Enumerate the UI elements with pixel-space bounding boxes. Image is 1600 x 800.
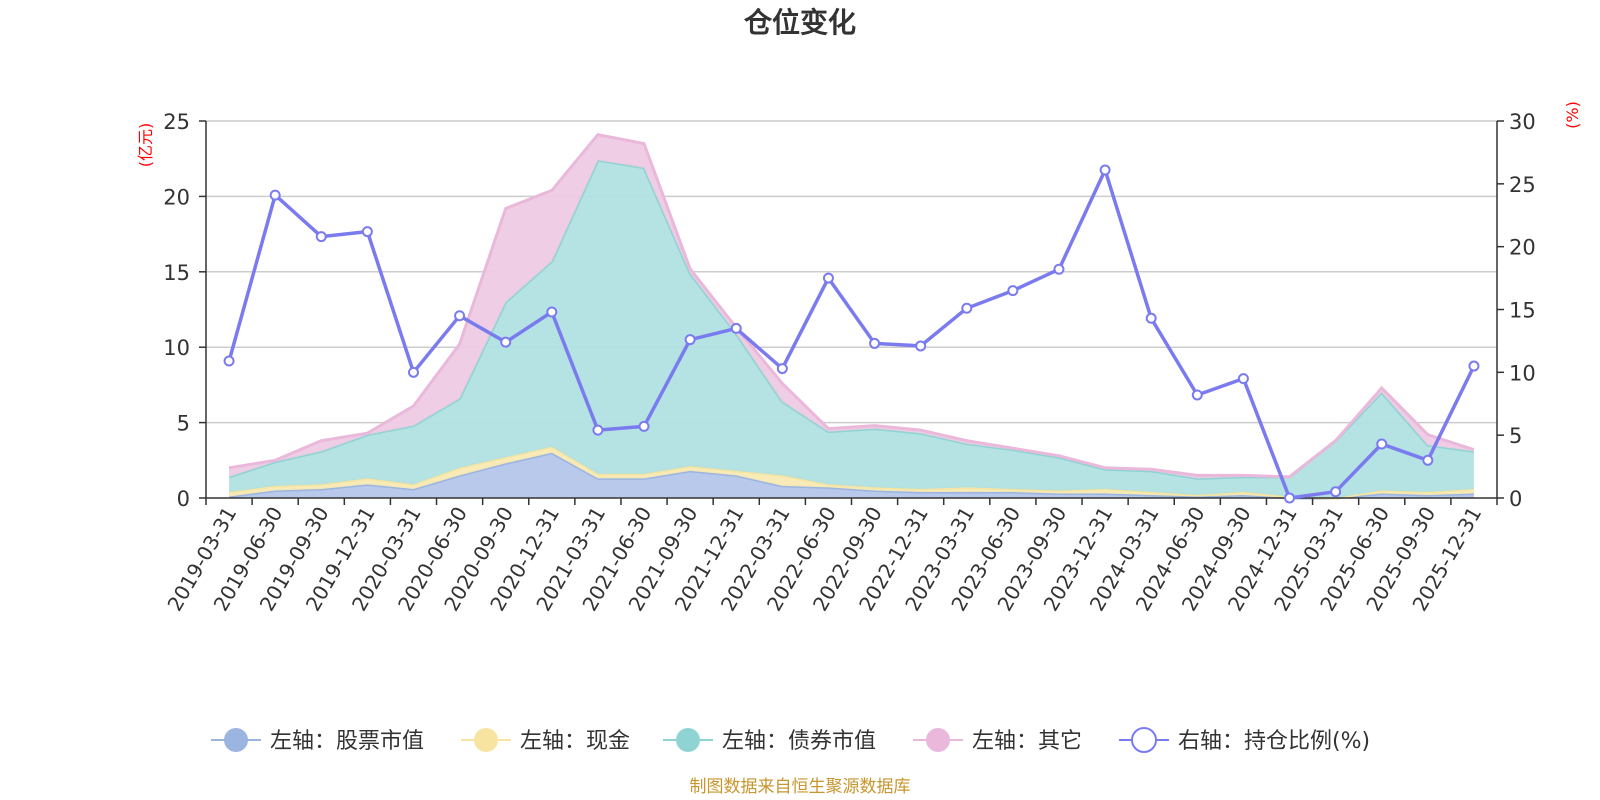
ratio-point[interactable] <box>638 420 650 432</box>
legend-item-2[interactable]: 左轴：债券市值 <box>663 728 876 754</box>
ratio-point[interactable] <box>454 310 466 322</box>
ratio-line <box>227 168 1476 500</box>
ratio-point[interactable] <box>500 336 512 348</box>
ratio-point[interactable] <box>822 272 834 284</box>
left-tick-label: 5 <box>177 412 190 436</box>
axes: 05101520250510152025302019-03-312019-06-… <box>162 110 1535 615</box>
area-series-0 <box>229 452 1474 498</box>
right-tick-label: 15 <box>1509 299 1536 323</box>
right-tick-label: 0 <box>1509 487 1522 511</box>
right-tick-label: 30 <box>1509 110 1536 134</box>
ratio-point[interactable] <box>915 340 927 352</box>
legend-item-1[interactable]: 左轴：现金 <box>461 728 630 754</box>
ratio-point[interactable] <box>1376 438 1388 450</box>
ratio-point[interactable] <box>961 302 973 314</box>
chart-title: 仓位变化 <box>744 6 856 39</box>
ratio-point[interactable] <box>1099 164 1111 176</box>
legend-marker <box>926 728 950 752</box>
ratio-point[interactable] <box>269 189 281 201</box>
ratio-point[interactable] <box>592 424 604 436</box>
ratio-point[interactable] <box>1468 360 1480 372</box>
legend-item-3[interactable]: 左轴：其它 <box>913 728 1082 754</box>
left-tick-label: 15 <box>163 261 190 285</box>
ratio-point[interactable] <box>1053 263 1065 275</box>
legend-label: 左轴：其它 <box>972 729 1082 754</box>
legend[interactable]: 左轴：股票市值 左轴：现金 左轴：债券市值 左轴：其它 右轴：持仓比例(%) <box>211 727 1370 754</box>
legend-label: 右轴：持仓比例(%) <box>1178 729 1370 754</box>
ratio-point[interactable] <box>1145 312 1157 324</box>
right-tick-label: 10 <box>1509 361 1536 385</box>
area-series-edge-0 <box>228 451 1474 500</box>
ratio-point[interactable] <box>223 355 235 367</box>
right-tick-label: 25 <box>1509 173 1536 197</box>
right-tick-label: 5 <box>1509 424 1522 448</box>
ratio-point[interactable] <box>869 337 881 349</box>
legend-label: 左轴：债券市值 <box>722 729 876 754</box>
left-tick-label: 20 <box>163 185 190 209</box>
legend-marker <box>1131 727 1157 753</box>
ratio-point[interactable] <box>776 363 788 375</box>
left-tick-label: 0 <box>177 487 190 511</box>
ratio-point[interactable] <box>1422 454 1434 466</box>
ratio-point[interactable] <box>315 231 327 243</box>
area-series-2 <box>229 160 1474 498</box>
right-axis-unit: (%) <box>1563 101 1582 129</box>
ratio-point[interactable] <box>1191 389 1203 401</box>
legend-marker <box>676 728 700 752</box>
ratio-point[interactable] <box>361 226 373 238</box>
ratio-point[interactable] <box>1237 373 1249 385</box>
ratio-point[interactable] <box>1330 486 1342 498</box>
area-series-1 <box>229 446 1474 498</box>
ratio-point[interactable] <box>407 366 419 378</box>
ratio-point[interactable] <box>1284 492 1296 504</box>
ratio-line-series <box>223 164 1480 504</box>
left-tick-label: 25 <box>163 110 190 134</box>
area-series-3 <box>229 134 1474 479</box>
legend-item-0[interactable]: 左轴：股票市值 <box>211 728 424 754</box>
stacked-areas <box>228 132 1475 500</box>
legend-marker <box>224 728 248 752</box>
legend-marker <box>474 728 498 752</box>
area-series-edge-3 <box>228 132 1475 479</box>
legend-label: 左轴：现金 <box>520 729 630 754</box>
ratio-point[interactable] <box>1007 285 1019 297</box>
right-tick-label: 20 <box>1509 236 1536 260</box>
left-axis-unit: (亿元) <box>136 123 155 168</box>
ratio-point[interactable] <box>684 334 696 346</box>
legend-label: 左轴：股票市值 <box>270 729 424 754</box>
legend-item-4[interactable]: 右轴：持仓比例(%) <box>1119 727 1370 754</box>
left-tick-label: 10 <box>163 336 190 360</box>
ratio-point[interactable] <box>546 306 558 318</box>
ratio-point[interactable] <box>730 322 742 334</box>
grid-lines <box>206 120 1497 424</box>
source-note: 制图数据来自恒生聚源数据库 <box>690 777 911 797</box>
